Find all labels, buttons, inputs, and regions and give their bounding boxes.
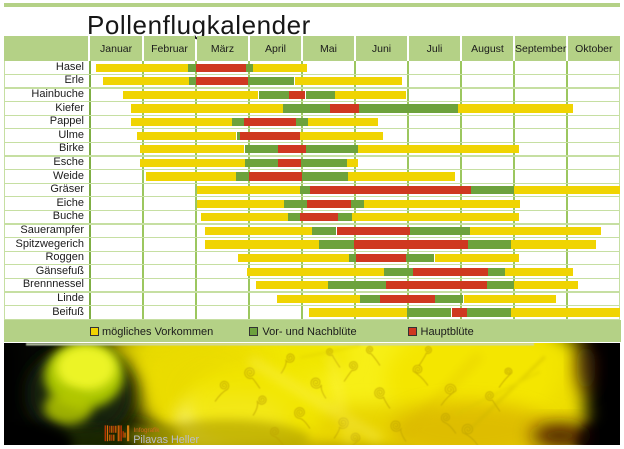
- svg-text:Infografik: Infografik: [134, 427, 161, 434]
- svg-text:Pilavas Heller: Pilavas Heller: [133, 434, 199, 445]
